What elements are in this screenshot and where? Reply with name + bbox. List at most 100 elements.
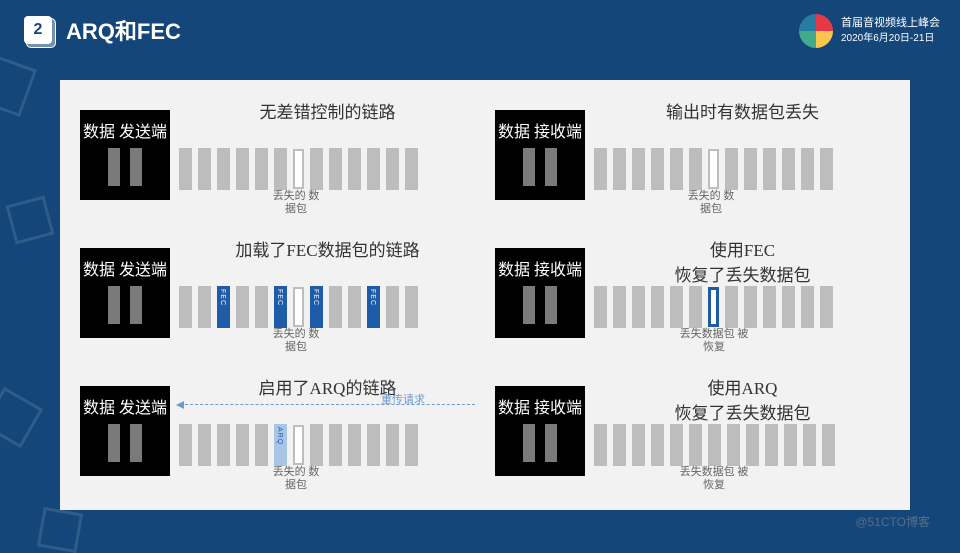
- diagram-container: 数据 发送端无差错控制的链路丢失的 数据包数据 接收端输出时有数据包丢失丢失的 …: [60, 80, 910, 510]
- link-label-left: 启用了ARQ的链路: [170, 374, 485, 399]
- logo-icon: [799, 14, 833, 48]
- packet-n: [670, 424, 683, 466]
- packet-n: [689, 286, 702, 328]
- packet-n: [763, 148, 776, 190]
- packet-n: [217, 424, 230, 466]
- sender-endpoint: 数据 发送端: [80, 248, 170, 338]
- packet-n: [179, 424, 192, 466]
- packet-n: [746, 424, 759, 466]
- packet-n: [651, 424, 664, 466]
- packet-n: [386, 286, 399, 328]
- packet-n: [198, 424, 211, 466]
- packet-n: [689, 148, 702, 190]
- lost-label: 丢失的 数据包: [271, 328, 321, 354]
- packet-n: [405, 424, 418, 466]
- packet-n: [670, 148, 683, 190]
- packet-fec: [217, 286, 230, 328]
- link-label-left: 加载了FEC数据包的链路: [170, 236, 485, 261]
- retransmit-arrow: 重传请求: [180, 404, 475, 405]
- packet-lost: [293, 287, 304, 327]
- lost-label: 丢失的 数据包: [686, 190, 736, 216]
- link-label-right: 使用ARQ 恢复了丢失数据包: [585, 374, 900, 424]
- packet-n: [217, 148, 230, 190]
- packet-n: [594, 148, 607, 190]
- packet-n: [198, 286, 211, 328]
- receiver-endpoint: 数据 接收端: [495, 110, 585, 200]
- packet-lost: [293, 425, 304, 465]
- slide-title: ARQ和FEC: [66, 14, 181, 46]
- watermark: @51CTO博客: [855, 513, 930, 530]
- packet-n: [670, 286, 683, 328]
- packet-n: [784, 424, 797, 466]
- diagram-row: 数据 发送端加载了FEC数据包的链路丢失的 数据包数据 接收端使用FEC 恢复了…: [70, 228, 900, 358]
- packet-n: [803, 424, 816, 466]
- packet-n: [725, 148, 738, 190]
- packet-n: [765, 424, 778, 466]
- packet-n: [367, 148, 380, 190]
- packet-arq: [274, 424, 287, 466]
- event-title: 首届音视频线上峰会: [841, 16, 940, 31]
- recovered-label: 丢失数据包 被恢复: [679, 466, 749, 492]
- packet-n: [179, 286, 192, 328]
- packet-n: [329, 286, 342, 328]
- packet-n: [386, 424, 399, 466]
- event-logo: 首届音视频线上峰会 2020年6月20日-21日: [799, 14, 940, 48]
- packet-fec: [310, 286, 323, 328]
- packet-n: [613, 286, 626, 328]
- packet-n: [594, 286, 607, 328]
- packet-n: [386, 148, 399, 190]
- packet-n: [613, 424, 626, 466]
- packet-n: [632, 148, 645, 190]
- packet-n: [708, 424, 721, 466]
- packet-n: [632, 286, 645, 328]
- packet-n: [727, 424, 740, 466]
- packet-stream: [590, 283, 895, 331]
- packet-n: [348, 148, 361, 190]
- packet-n: [782, 148, 795, 190]
- packet-n: [820, 286, 833, 328]
- packet-stream: [590, 421, 895, 469]
- packet-n: [613, 148, 626, 190]
- packet-n: [310, 148, 323, 190]
- section-number: 2: [24, 16, 52, 44]
- packet-n: [329, 148, 342, 190]
- packet-n: [179, 148, 192, 190]
- packet-n: [744, 148, 757, 190]
- receiver-endpoint: 数据 接收端: [495, 248, 585, 338]
- sender-endpoint: 数据 发送端: [80, 386, 170, 476]
- packet-n: [801, 286, 814, 328]
- lost-label: 丢失的 数据包: [271, 466, 321, 492]
- packet-n: [255, 286, 268, 328]
- packet-n: [822, 424, 835, 466]
- link-label-left: 无差错控制的链路: [170, 98, 485, 123]
- packet-n: [236, 424, 249, 466]
- packet-n: [348, 424, 361, 466]
- packet-n: [651, 286, 664, 328]
- packet-fec: [367, 286, 380, 328]
- packet-n: [198, 148, 211, 190]
- packet-n: [405, 286, 418, 328]
- packet-n: [348, 286, 361, 328]
- packet-n: [763, 286, 776, 328]
- packet-stream: [175, 421, 480, 469]
- packet-stream: [175, 145, 480, 193]
- packet-n: [255, 148, 268, 190]
- packet-n: [689, 424, 702, 466]
- receiver-endpoint: 数据 接收端: [495, 386, 585, 476]
- packet-n: [725, 286, 738, 328]
- packet-n: [274, 148, 287, 190]
- packet-n: [236, 286, 249, 328]
- packet-n: [310, 424, 323, 466]
- diagram-row: 数据 发送端无差错控制的链路丢失的 数据包数据 接收端输出时有数据包丢失丢失的 …: [70, 90, 900, 220]
- link-label-right: 输出时有数据包丢失: [585, 98, 900, 123]
- packet-n: [820, 148, 833, 190]
- packet-n: [594, 424, 607, 466]
- event-date: 2020年6月20日-21日: [841, 32, 940, 46]
- packet-stream: [175, 283, 480, 331]
- packet-n: [405, 148, 418, 190]
- diagram-row: 数据 发送端启用了ARQ的链路重传请求丢失的 数据包 数据 接收端使用ARQ 恢复…: [70, 366, 900, 496]
- recovered-label: 丢失数据包 被恢复: [679, 328, 749, 354]
- packet-n: [801, 148, 814, 190]
- sender-endpoint: 数据 发送端: [80, 110, 170, 200]
- packet-fec: [274, 286, 287, 328]
